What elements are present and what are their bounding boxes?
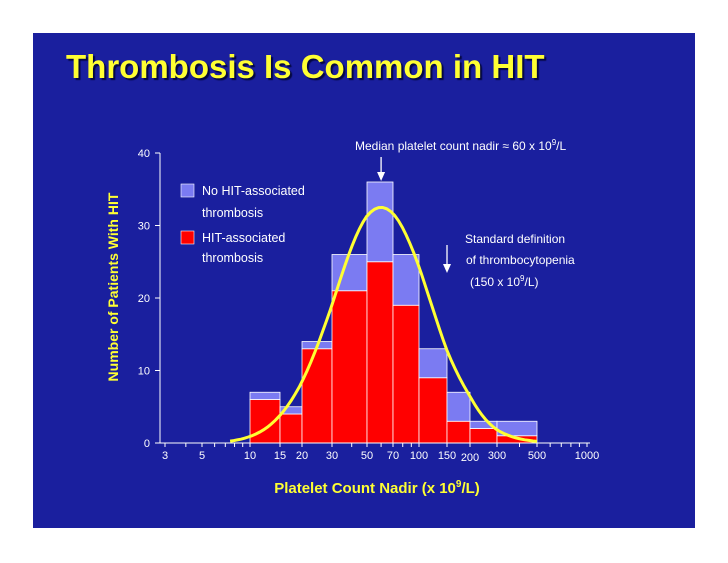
bar-nohit-0 bbox=[249, 391, 281, 400]
bar-hit-3 bbox=[331, 290, 368, 444]
x-tick-label-300: 300 bbox=[488, 450, 506, 462]
legend-label-no-hit-line2: thrombosis bbox=[202, 206, 263, 220]
x-tick-label-5: 5 bbox=[199, 450, 205, 462]
bar-hit-1 bbox=[279, 413, 303, 444]
bar-hit-4 bbox=[366, 261, 394, 444]
annotation-standard-arrow-head bbox=[443, 264, 451, 273]
bar-nohit-6 bbox=[418, 348, 448, 379]
annotation-median-arrow-head bbox=[377, 172, 386, 181]
x-tick-label-3: 3 bbox=[162, 450, 168, 462]
x-tick-label-500: 500 bbox=[528, 450, 546, 462]
bar-hit-6 bbox=[418, 377, 448, 444]
legend-label-hit-line1: HIT-associated bbox=[202, 231, 285, 245]
x-tick-label-200: 200 bbox=[461, 452, 479, 464]
bar-nohit-7 bbox=[446, 391, 471, 422]
bar-nohit-5 bbox=[392, 254, 420, 306]
annotation-standard-line2: of thrombocytopenia bbox=[466, 253, 575, 267]
bar-hit-5 bbox=[392, 304, 420, 444]
bar-hit-2 bbox=[301, 348, 333, 444]
chart-title: Thrombosis Is Common in HIT bbox=[66, 48, 545, 85]
x-tick-label-30: 30 bbox=[326, 450, 338, 462]
y-axis-title: Number of Patients With HIT bbox=[105, 192, 121, 381]
annotation-standard-line1: Standard definition bbox=[465, 232, 565, 246]
x-tick-label-150: 150 bbox=[438, 450, 456, 462]
y-tick-label-30: 30 bbox=[138, 221, 150, 233]
distribution-curve bbox=[229, 205, 538, 443]
x-tick-label-50: 50 bbox=[361, 450, 373, 462]
y-tick-label-0: 0 bbox=[144, 438, 150, 450]
bar-nohit-4 bbox=[366, 181, 394, 263]
x-tick-label-10: 10 bbox=[244, 450, 256, 462]
legend-swatch-hit bbox=[180, 230, 195, 245]
bar-hit-7 bbox=[446, 420, 471, 444]
bar-hit-8 bbox=[469, 428, 498, 444]
x-tick-label-15: 15 bbox=[274, 450, 286, 462]
y-tick-label-20: 20 bbox=[138, 293, 150, 305]
annotation-standard-line3: (150 x 109/L) bbox=[470, 274, 539, 289]
annotation-median: Median platelet count nadir ≈ 60 x 109/L bbox=[355, 138, 567, 153]
y-tick-label-10: 10 bbox=[138, 366, 150, 378]
legend-label-hit-line2: thrombosis bbox=[202, 251, 263, 265]
x-tick-label-70: 70 bbox=[387, 450, 399, 462]
legend-label-no-hit-line1: No HIT-associated bbox=[202, 184, 305, 198]
x-tick-label-100: 100 bbox=[410, 450, 428, 462]
x-tick-label-1000: 1000 bbox=[575, 450, 599, 462]
x-tick-label-20: 20 bbox=[296, 450, 308, 462]
x-axis-title: Platelet Count Nadir (x 109/L) bbox=[274, 479, 480, 497]
legend-swatch-no-hit bbox=[180, 183, 195, 198]
y-tick-label-40: 40 bbox=[138, 148, 150, 160]
